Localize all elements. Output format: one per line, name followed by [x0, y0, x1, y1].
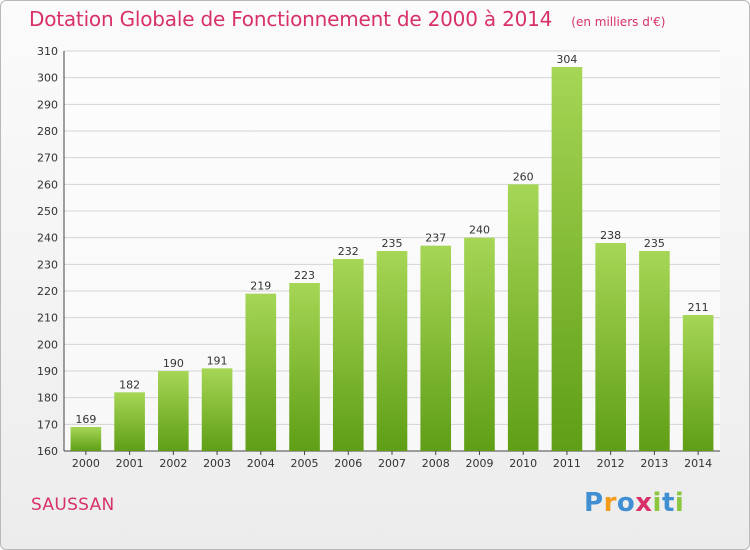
- x-tick-label: 2008: [422, 457, 450, 470]
- bar: [114, 392, 145, 451]
- proxiti-logo: Proxiti: [584, 488, 684, 518]
- bar: [682, 315, 714, 451]
- x-tick-label: 2011: [553, 457, 581, 470]
- y-tick-label: 180: [37, 392, 58, 405]
- bar: [70, 427, 102, 451]
- logo-letter: o: [616, 488, 636, 518]
- value-label: 232: [338, 245, 359, 258]
- x-tick-label: 2002: [159, 457, 187, 470]
- value-label: 237: [425, 232, 446, 245]
- value-label: 238: [600, 229, 621, 242]
- value-label: 169: [75, 413, 96, 426]
- logo-letter: t: [661, 488, 675, 518]
- x-tick-label: 2000: [72, 457, 100, 470]
- chart-subtitle: (en milliers d'€): [571, 15, 666, 29]
- y-tick-label: 160: [37, 445, 58, 458]
- y-tick-label: 300: [37, 72, 58, 85]
- logo-letter: P: [584, 488, 604, 518]
- x-tick-label: 2006: [334, 457, 362, 470]
- bar: [245, 293, 277, 451]
- y-tick-label: 200: [37, 338, 58, 351]
- value-label: 240: [469, 224, 490, 237]
- bar: [639, 251, 670, 451]
- value-label: 182: [119, 378, 140, 391]
- value-label: 223: [294, 269, 315, 282]
- value-label: 304: [556, 53, 577, 66]
- x-tick-label: 2014: [684, 457, 712, 470]
- y-tick-label: 240: [37, 232, 58, 245]
- logo-letter: i: [652, 488, 662, 518]
- x-tick-label: 2004: [247, 457, 275, 470]
- y-tick-label: 190: [37, 365, 58, 378]
- x-tick-label: 2010: [509, 457, 537, 470]
- value-label: 235: [382, 237, 403, 250]
- bar: [551, 67, 583, 451]
- value-label: 191: [207, 354, 228, 367]
- logo-letter: r: [603, 488, 617, 518]
- logo-letter: i: [674, 488, 685, 518]
- y-tick-label: 220: [37, 285, 58, 298]
- y-tick-label: 270: [37, 152, 58, 165]
- y-tick-label: 260: [37, 178, 58, 191]
- value-label: 211: [688, 301, 709, 314]
- bar: [332, 259, 364, 451]
- x-tick-label: 2001: [116, 457, 144, 470]
- chart-title: Dotation Globale de Fonctionnement de 20…: [29, 7, 553, 31]
- x-tick-label: 2007: [378, 457, 406, 470]
- title-line: Dotation Globale de Fonctionnement de 20…: [29, 7, 665, 31]
- y-tick-label: 210: [37, 312, 58, 325]
- value-label: 235: [644, 237, 665, 250]
- y-tick-label: 290: [37, 98, 58, 111]
- bar: [158, 371, 189, 451]
- bar: [376, 251, 408, 451]
- x-tick-label: 2013: [640, 457, 668, 470]
- x-tick-label: 2009: [465, 457, 493, 470]
- y-tick-label: 280: [37, 125, 58, 138]
- x-tick-label: 2005: [291, 457, 319, 470]
- logo-letter: x: [635, 488, 653, 518]
- x-tick-label: 2003: [203, 457, 231, 470]
- value-label: 260: [513, 170, 534, 183]
- bar: [201, 368, 233, 451]
- value-label: 219: [250, 280, 271, 293]
- bar: [507, 184, 539, 452]
- commune-name: SAUSSAN: [31, 495, 115, 515]
- bar: [420, 245, 452, 451]
- bar: [289, 283, 320, 451]
- y-tick-label: 170: [37, 418, 58, 431]
- y-tick-label: 250: [37, 205, 58, 218]
- bar: [595, 243, 626, 451]
- value-label: 190: [163, 357, 184, 370]
- y-tick-label: 230: [37, 258, 58, 271]
- y-tick-label: 310: [37, 45, 58, 58]
- bar: [464, 237, 495, 451]
- x-tick-label: 2012: [597, 457, 625, 470]
